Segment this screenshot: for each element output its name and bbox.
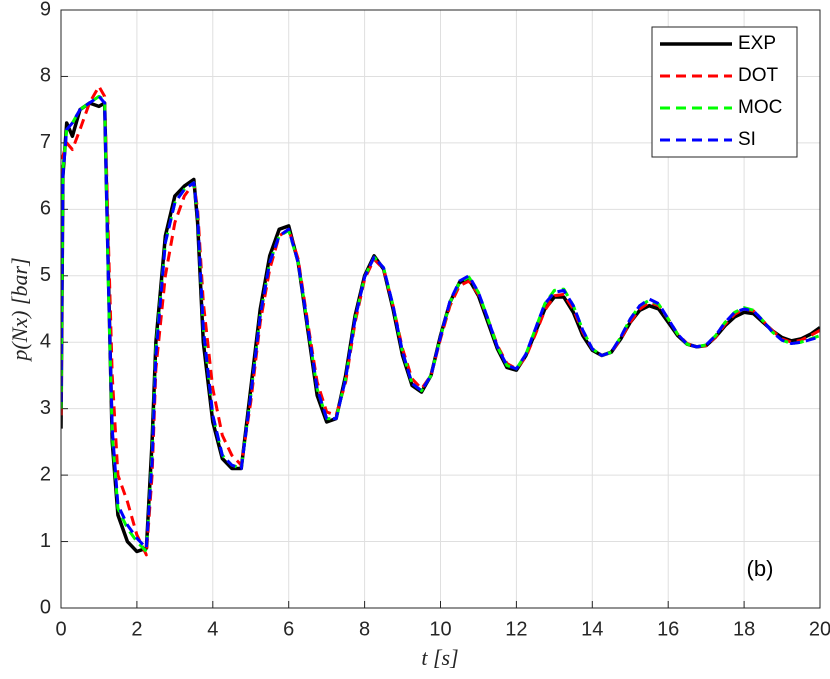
x-tick-label: 4 (207, 618, 218, 640)
y-tick-label: 0 (40, 596, 51, 618)
x-axis-label: t [s] (421, 645, 458, 670)
y-tick-label: 4 (40, 331, 51, 353)
axes-box (60, 9, 821, 609)
y-axis-label: p(Nx) [bar] (7, 257, 32, 362)
x-tick-label: 20 (809, 618, 830, 640)
y-tick-label: 7 (40, 131, 51, 153)
legend-box (651, 26, 798, 158)
x-tick-label: 8 (359, 618, 370, 640)
y-tick-label: 3 (40, 397, 51, 419)
y-tick-label: 1 (40, 530, 51, 552)
series-line (61, 94, 820, 550)
y-tick-label: 6 (40, 198, 51, 220)
x-tick-label: 10 (429, 618, 451, 640)
legend-label: EXP (738, 33, 776, 54)
x-tick-label: 0 (55, 618, 66, 640)
y-tick-label: 5 (40, 264, 51, 286)
y-tick-label: 2 (40, 463, 51, 485)
legend-label: MOC (738, 97, 782, 118)
x-tick-label: 6 (283, 618, 294, 640)
x-tick-label: 12 (505, 618, 527, 640)
y-tick-label: 9 (40, 0, 51, 20)
x-tick-label: 16 (657, 618, 679, 640)
x-tick-label: 14 (581, 618, 603, 640)
x-tick-label: 2 (131, 618, 142, 640)
legend-label: SI (738, 129, 756, 150)
annotation: (b) (747, 556, 774, 581)
y-tick-label: 8 (40, 65, 51, 87)
x-tick-label: 18 (733, 618, 755, 640)
legend-label: DOT (738, 65, 779, 86)
